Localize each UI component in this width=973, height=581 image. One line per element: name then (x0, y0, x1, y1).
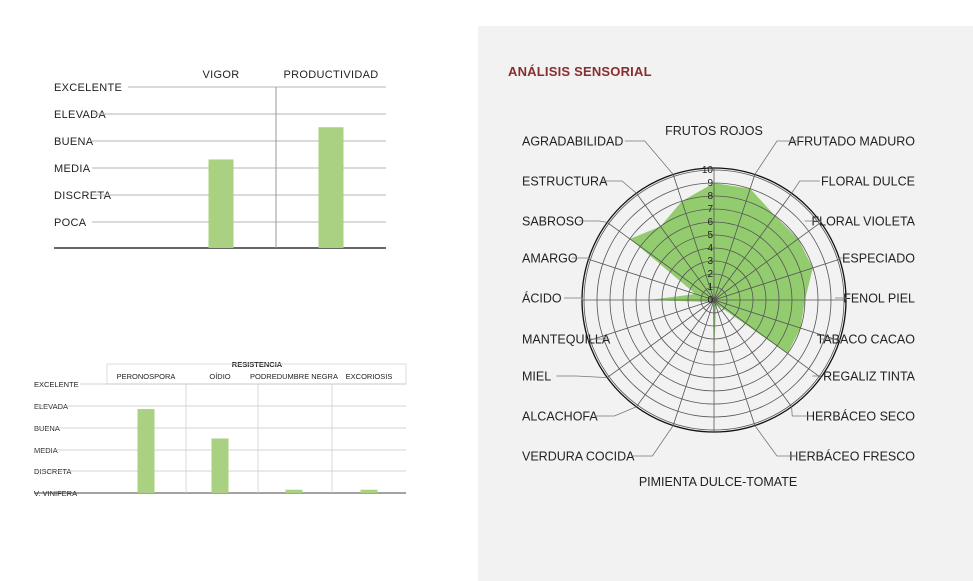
radar-axis-label: ESTRUCTURA (522, 175, 608, 189)
level-label: ELEVADA (54, 109, 106, 121)
radar-leader-line (594, 406, 637, 417)
radar-leader-line (624, 140, 674, 175)
level-label: BUENA (54, 136, 94, 148)
radar-leader-line (819, 338, 840, 341)
radar-spoke (588, 299, 715, 342)
level-label: POCA (54, 217, 87, 229)
bar (211, 438, 229, 493)
radar-leader-line (754, 140, 797, 175)
radar-axis-label: AGRADABILIDAD (522, 135, 623, 149)
radar-tick-label: 5 (707, 230, 713, 241)
level-label: MEDIA (34, 446, 58, 455)
radar-axis-label: TABACO CACAO (817, 333, 916, 347)
radar-leader-line (835, 297, 847, 300)
radar-axis-label: PIMIENTA DULCE-TOMATE (639, 475, 797, 489)
radar-spoke (713, 222, 822, 301)
level-label: ELEVADA (34, 402, 68, 411)
radar-axis-label: ALCACHOFA (522, 410, 598, 424)
radar-leader-line (804, 220, 822, 223)
category-label: OÍDIO (209, 372, 230, 381)
bar (285, 489, 303, 493)
bar (208, 159, 234, 248)
radar-axis-label: AMARGO (522, 252, 578, 266)
radar-leader-line (754, 425, 797, 457)
radar-axis-label: SABROSO (522, 215, 584, 229)
radar-axis-label: ÁCIDO (522, 291, 562, 306)
radar-spoke (713, 299, 792, 408)
radar-tick-label: 0 (707, 295, 713, 306)
radar-spoke (672, 174, 715, 301)
category-label: VIGOR (203, 69, 240, 81)
radar-leader-line (579, 220, 608, 223)
radar-axis-label: FRUTOS ROJOS (665, 124, 763, 138)
radar-spoke (713, 258, 840, 301)
radar-axis-label: ESPECIADO (842, 252, 915, 266)
radar-leader-line (556, 375, 608, 378)
radar-spoke (588, 258, 715, 301)
category-label: PODREDUMBRE NEGRA (250, 372, 338, 381)
bar (137, 409, 155, 493)
radar-axis-label: HERBÁCEO SECO (806, 409, 915, 424)
radar-spoke (713, 174, 756, 301)
radar-spoke (672, 299, 715, 426)
radar-spoke (636, 299, 715, 408)
radar-axis-label: FENOL PIEL (843, 292, 915, 306)
radar-tick-label: 6 (707, 217, 713, 228)
category-label: PRODUCTIVIDAD (284, 69, 379, 81)
category-label: PERONOSPORA (117, 372, 176, 381)
level-label: BUENA (34, 424, 60, 433)
radar-axis-label: MANTEQUILLA (522, 333, 611, 347)
radar-tick-label: 3 (707, 256, 713, 267)
bar (360, 489, 378, 493)
radar-spoke (606, 222, 715, 301)
radar-tick-label: 4 (707, 243, 713, 254)
radar-tick-label: 7 (707, 204, 713, 215)
radar-spoke (713, 299, 840, 342)
radar-axis-label: FLORAL VIOLETA (811, 215, 915, 229)
resistance-title: RESISTENCIA (232, 360, 283, 369)
level-label: MEDIA (54, 163, 91, 175)
radar-spoke (606, 299, 715, 378)
radar-spoke (636, 192, 715, 301)
radar-axis-label: HERBÁCEO FRESCO (789, 449, 915, 464)
radar-spoke (713, 299, 756, 426)
radar-tick-label: 9 (707, 178, 713, 189)
radar-axis-label: VERDURA COCIDA (522, 450, 635, 464)
radar-axis-label: MIEL (522, 370, 551, 384)
bar (318, 127, 344, 248)
radar-leader-line (602, 180, 637, 194)
level-label: DISCRETA (54, 190, 112, 202)
radar-leader-line (791, 180, 820, 194)
radar-leader-line (588, 338, 610, 341)
radar-axis-label: AFRUTADO MADURO (788, 135, 915, 149)
radar-tick-label: 8 (707, 191, 713, 202)
level-label: EXCELENTE (34, 380, 79, 389)
sensory-title: ANÁLISIS SENSORIAL (508, 64, 652, 79)
radar-leader-line (839, 257, 843, 260)
radar-spoke (713, 299, 822, 378)
radar-tick-label: 2 (707, 269, 713, 280)
radar-tick-label: 1 (707, 282, 713, 293)
radar-leader-line (812, 375, 822, 378)
radar-axis-label: FLORAL DULCE (821, 175, 915, 189)
radar-leader-line (632, 425, 674, 457)
level-label: DISCRETA (34, 467, 71, 476)
level-label: EXCELENTE (54, 82, 122, 94)
radar-leader-line (571, 257, 589, 260)
radar-leader-line (564, 297, 583, 300)
category-label: EXCORIOSIS (346, 372, 393, 381)
radar-spoke (713, 192, 792, 301)
radar-axis-label: REGALIZ TINTA (823, 370, 916, 384)
radar-tick-label: 10 (702, 165, 714, 176)
radar-leader-line (791, 406, 813, 417)
